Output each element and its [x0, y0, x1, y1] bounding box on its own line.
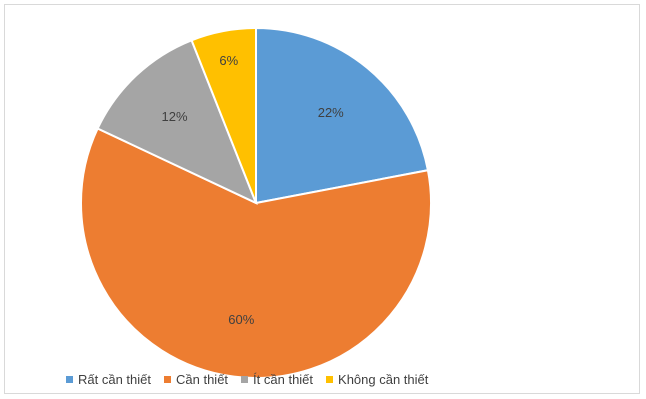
legend-item-2: Cần thiết — [164, 372, 228, 387]
pie-slice-2 — [80, 127, 432, 380]
legend-item-4: Không cần thiết — [326, 372, 428, 387]
legend-label: Không cần thiết — [338, 372, 429, 387]
pie-slice-4 — [190, 26, 257, 204]
legend-item-3: Ít cần thiết — [241, 372, 313, 387]
slice-data-label-1: 22% — [318, 105, 344, 120]
slice-data-label-3: 12% — [162, 109, 188, 124]
pie-slice-1 — [255, 26, 430, 205]
legend-label: Rất cần thiết — [78, 372, 151, 387]
legend-label: Cần thiết — [176, 372, 229, 387]
slice-data-label-2: 60% — [228, 312, 254, 327]
legend-label: Ít cần thiết — [253, 372, 314, 387]
chart-legend: Rất cần thiết Cần thiết Ít cần thiết Không … — [66, 372, 441, 387]
legend-swatch — [66, 376, 73, 383]
legend-item-1: Rất cần thiết — [66, 372, 151, 387]
legend-swatch — [164, 376, 171, 383]
pie-slice-3 — [96, 38, 258, 205]
slice-data-label-4: 6% — [219, 53, 238, 68]
legend-swatch — [241, 376, 249, 383]
legend-swatch — [326, 376, 334, 383]
